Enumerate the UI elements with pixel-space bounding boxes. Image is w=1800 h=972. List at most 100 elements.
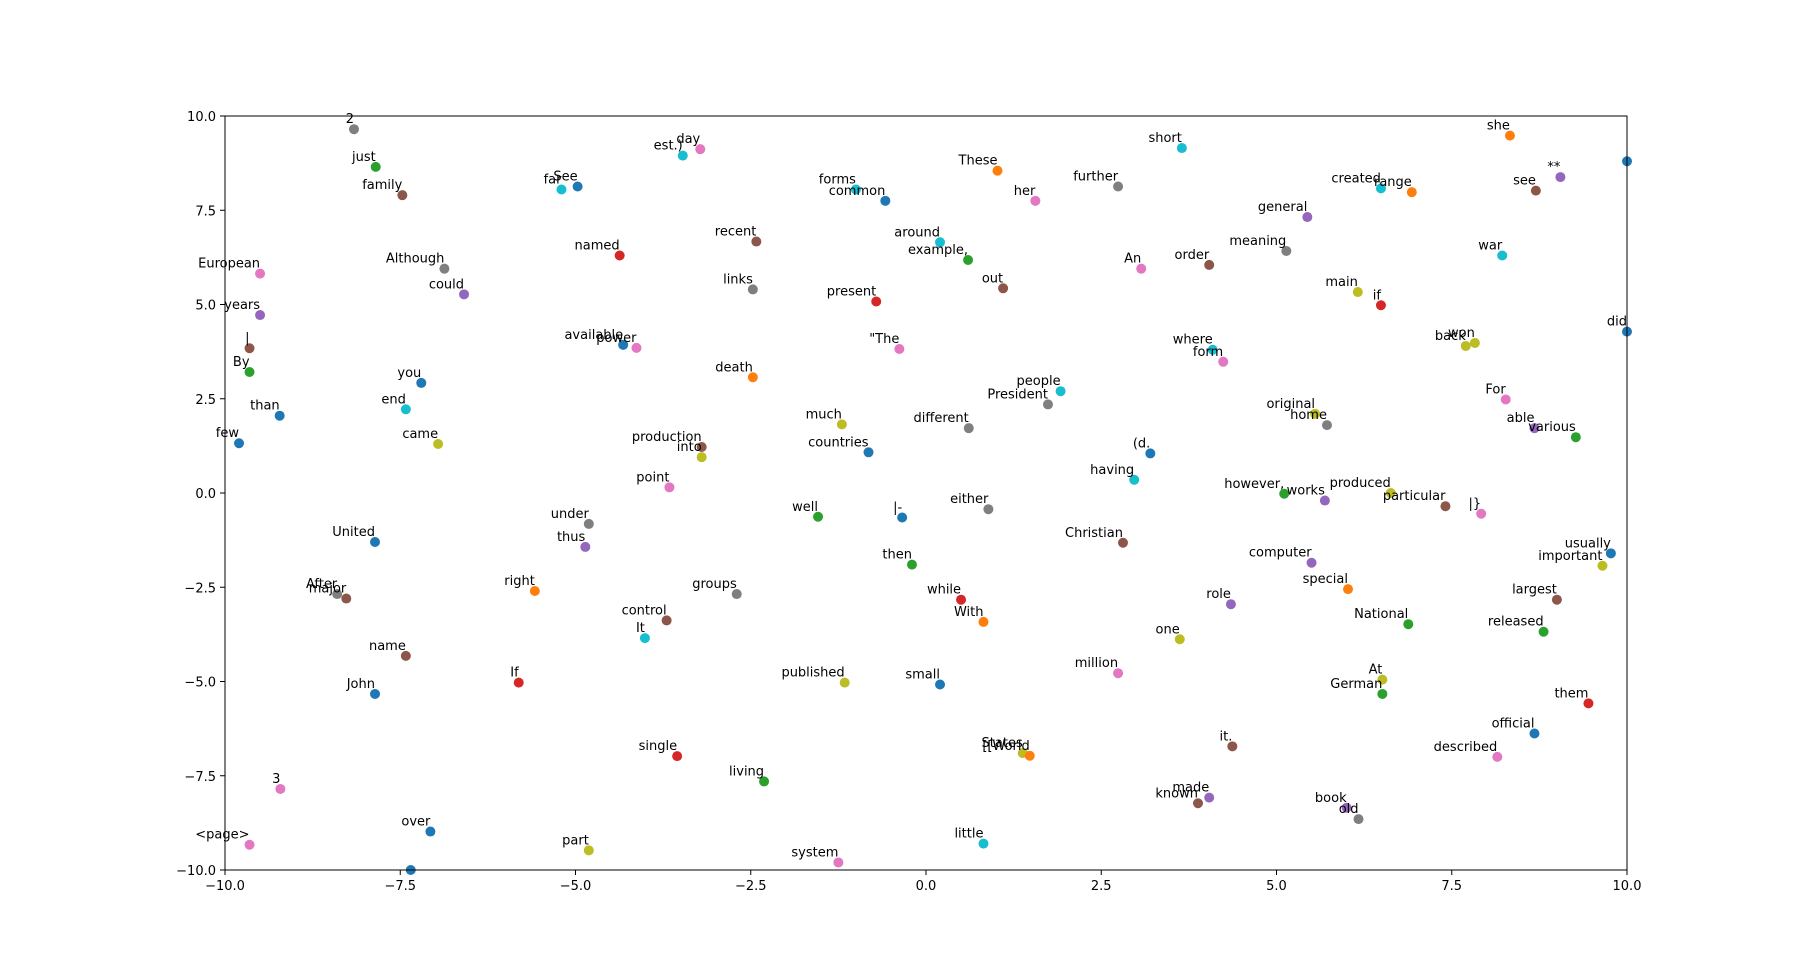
point-label: recent bbox=[715, 225, 757, 240]
point-label: war bbox=[1478, 238, 1503, 253]
point-label: part bbox=[562, 833, 589, 848]
point-label: original bbox=[1266, 397, 1315, 412]
scatter-point bbox=[1204, 792, 1215, 803]
point-label: available bbox=[564, 328, 623, 343]
point-label: short bbox=[1148, 131, 1181, 146]
scatter-point bbox=[935, 679, 946, 690]
scatter-point bbox=[956, 594, 967, 605]
scatter-point bbox=[871, 296, 882, 307]
scatter-point bbox=[631, 342, 642, 353]
point-label: able bbox=[1507, 411, 1535, 426]
scatter-point bbox=[759, 776, 770, 787]
point-label: released bbox=[1488, 615, 1544, 630]
scatter-point bbox=[1042, 399, 1053, 410]
point-label: general bbox=[1258, 200, 1307, 215]
point-label: common bbox=[829, 184, 886, 199]
x-tick-label: 0.0 bbox=[916, 879, 937, 894]
point-label: countries bbox=[808, 435, 869, 450]
scatter-point bbox=[935, 237, 946, 248]
point-label: For bbox=[1485, 383, 1506, 398]
scatter-point bbox=[1281, 245, 1292, 256]
scatter-point bbox=[1529, 423, 1540, 434]
point-label: she bbox=[1487, 119, 1510, 134]
point-labels: 2 just family European Although could years | By… bbox=[195, 112, 1627, 860]
scatter-point bbox=[850, 184, 861, 195]
y-tick-label: −7.5 bbox=[184, 770, 216, 785]
scatter-point bbox=[695, 144, 706, 155]
scatter-point bbox=[1406, 187, 1417, 198]
y-tick-label: 2.5 bbox=[195, 393, 216, 408]
scatter-point bbox=[1377, 688, 1388, 699]
scatter-point bbox=[1279, 488, 1290, 499]
scatter-point bbox=[833, 857, 844, 868]
scatter-point bbox=[1129, 474, 1140, 485]
point-label: It bbox=[636, 621, 645, 636]
y-tick-label: 5.0 bbox=[195, 299, 216, 314]
scatter-point bbox=[1145, 448, 1156, 459]
scatter-point bbox=[1207, 344, 1218, 355]
scatter-point bbox=[397, 190, 408, 201]
scatter-point bbox=[1218, 356, 1229, 367]
scatter-point bbox=[1597, 560, 1608, 571]
point-label: described bbox=[1434, 740, 1498, 755]
scatter-point bbox=[618, 339, 629, 350]
point-label: ** bbox=[1547, 160, 1561, 175]
point-label: With bbox=[954, 605, 984, 620]
point-label: various bbox=[1528, 420, 1576, 435]
point-label: created bbox=[1331, 171, 1381, 186]
scatter-point bbox=[1460, 340, 1471, 351]
y-tick-label: 10.0 bbox=[187, 110, 216, 125]
point-label: works bbox=[1287, 484, 1325, 499]
point-label: just bbox=[351, 150, 376, 165]
x-tick-label: −2.5 bbox=[735, 879, 767, 894]
y-tick-label: −10.0 bbox=[176, 864, 216, 879]
scatter-point bbox=[1227, 741, 1238, 752]
point-label: United bbox=[332, 525, 375, 540]
point-label: however, bbox=[1224, 477, 1284, 492]
point-label: known bbox=[1155, 786, 1198, 801]
scatter-point bbox=[1192, 798, 1203, 809]
point-label: right bbox=[504, 574, 535, 589]
scatter-point bbox=[963, 423, 974, 434]
scatter-point bbox=[639, 633, 650, 644]
scatter-point bbox=[614, 250, 625, 261]
scatter-point bbox=[244, 366, 255, 377]
scatter-point bbox=[906, 559, 917, 570]
point-label: order bbox=[1175, 248, 1210, 263]
point-label: having bbox=[1090, 463, 1134, 478]
scatter-point bbox=[672, 751, 683, 762]
point-label: | bbox=[245, 331, 249, 346]
scatter-point bbox=[1403, 619, 1414, 630]
scatter-point bbox=[880, 195, 891, 206]
point-label: could bbox=[429, 277, 464, 292]
scatter-point bbox=[556, 184, 567, 195]
point-label: <page> bbox=[195, 828, 249, 843]
x-tick-label: 10.0 bbox=[1613, 879, 1642, 894]
point-label: much bbox=[806, 407, 842, 422]
scatter-point bbox=[459, 289, 470, 300]
point-label: book bbox=[1315, 791, 1347, 806]
scatter-point bbox=[696, 442, 707, 453]
point-label: States bbox=[982, 736, 1023, 751]
point-label: If bbox=[510, 666, 519, 681]
scatter-point bbox=[1204, 259, 1215, 270]
scatter-point bbox=[1492, 751, 1503, 762]
point-label: than bbox=[250, 399, 280, 414]
scatter-point bbox=[751, 236, 762, 247]
scatter-point bbox=[1310, 408, 1321, 419]
x-tick-label: −5.0 bbox=[560, 879, 592, 894]
scatter-point bbox=[425, 826, 436, 837]
point-label: European bbox=[198, 257, 260, 272]
x-tick-label: −7.5 bbox=[384, 879, 416, 894]
point-label: By bbox=[233, 355, 250, 370]
point-label: different bbox=[914, 411, 969, 426]
scatter-point bbox=[416, 377, 427, 388]
y-tick-label: −5.0 bbox=[184, 676, 216, 691]
point-label: people bbox=[1017, 374, 1061, 389]
point-label: where bbox=[1173, 333, 1213, 348]
scatter-point bbox=[1319, 495, 1330, 506]
point-label: single bbox=[639, 739, 678, 754]
scatter-point bbox=[275, 783, 286, 794]
point-label: small bbox=[905, 668, 940, 683]
point-label: (d. bbox=[1133, 436, 1150, 451]
